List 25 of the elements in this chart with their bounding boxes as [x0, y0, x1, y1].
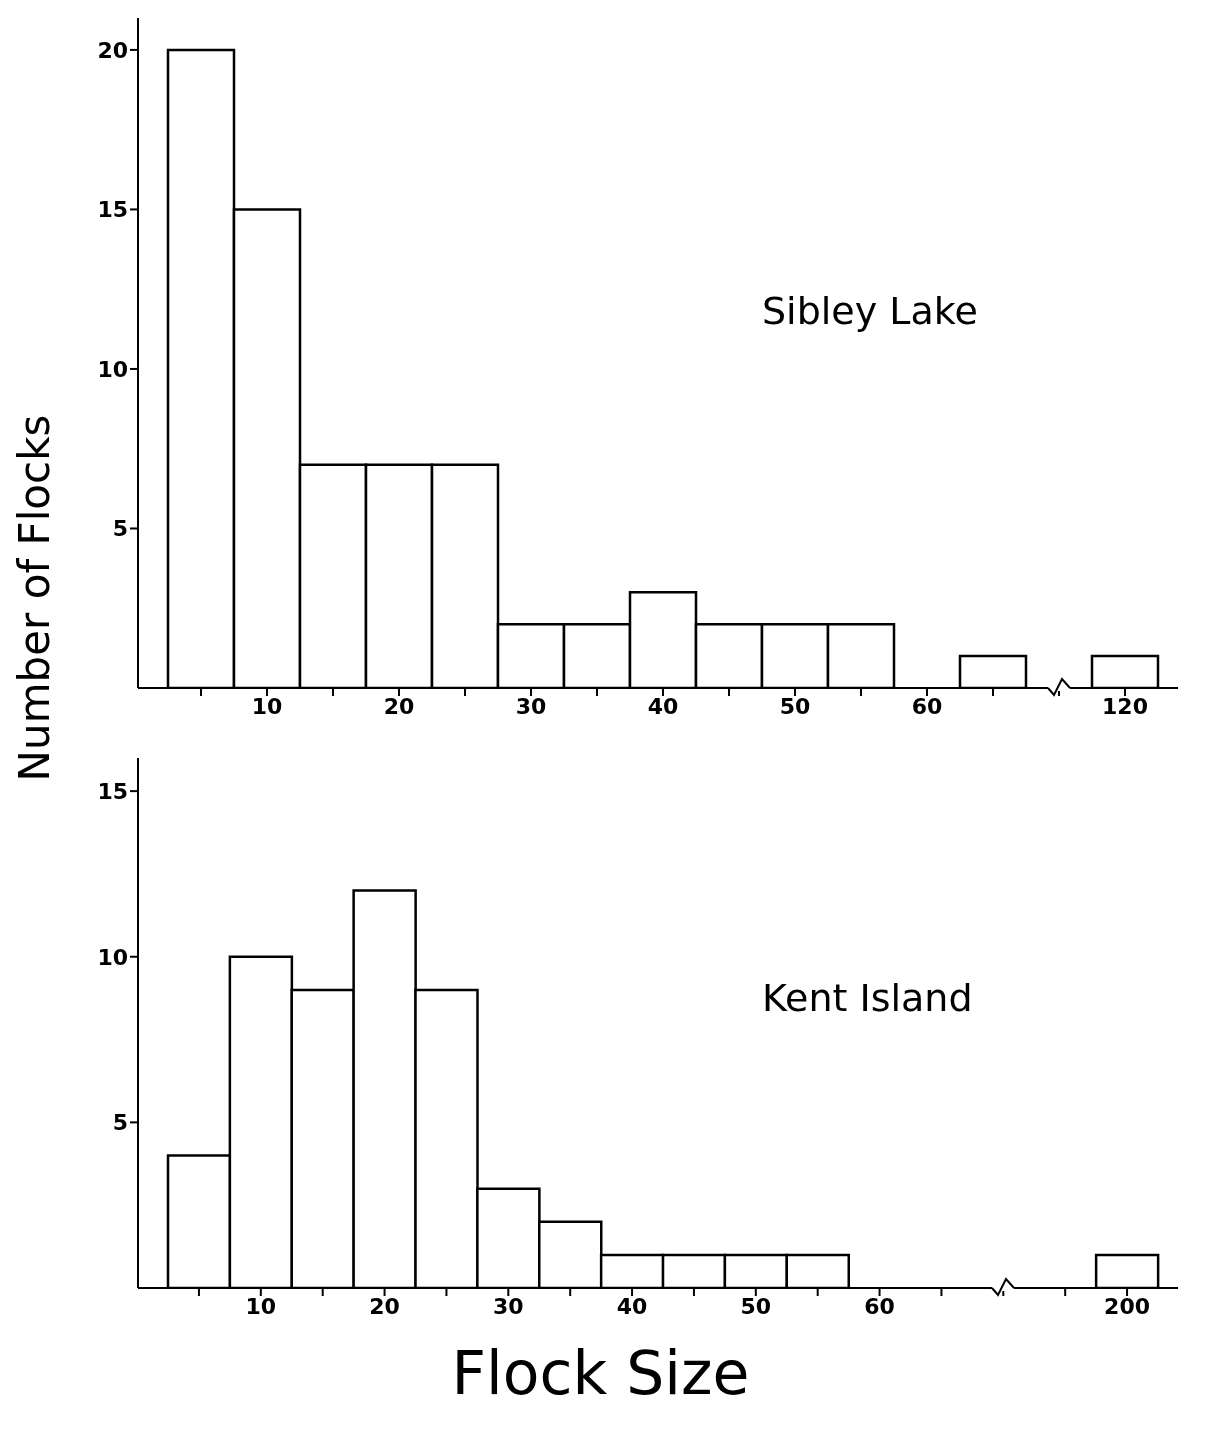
x-tick-label: 30 — [515, 693, 547, 719]
x-tick-label: 20 — [369, 1293, 400, 1319]
annotation: Sibley Lake — [762, 289, 978, 334]
x-tick-label: 10 — [245, 1293, 277, 1319]
y-tick-label: 15 — [97, 778, 128, 804]
x-tick-label: 60 — [864, 1293, 895, 1319]
y-tick-label: 5 — [112, 516, 128, 542]
x-tick-label: 60 — [911, 693, 943, 719]
x-tick-label: 200 — [1104, 1293, 1151, 1319]
y-tick-label: 5 — [112, 1110, 128, 1136]
x-tick-label: 40 — [616, 1293, 648, 1319]
x-tick-label: 120 — [1102, 693, 1148, 719]
y-axis-title: Number of Flocks — [10, 413, 59, 784]
x-tick-label: 10 — [251, 693, 283, 719]
x-tick-label: 50 — [740, 1293, 772, 1319]
y-tick-label: 20 — [97, 37, 128, 63]
annotation: Kent Island — [762, 976, 973, 1020]
x-axis-title: Flock Size — [450, 1338, 751, 1408]
x-tick-label: 50 — [779, 693, 811, 719]
y-tick-label: 15 — [97, 197, 128, 223]
x-tick-label: 30 — [493, 1293, 524, 1319]
x-tick-label: 20 — [383, 693, 415, 719]
x-tick-label: 40 — [647, 693, 679, 719]
y-tick-label: 10 — [97, 356, 128, 382]
y-tick-label: 10 — [97, 944, 128, 970]
